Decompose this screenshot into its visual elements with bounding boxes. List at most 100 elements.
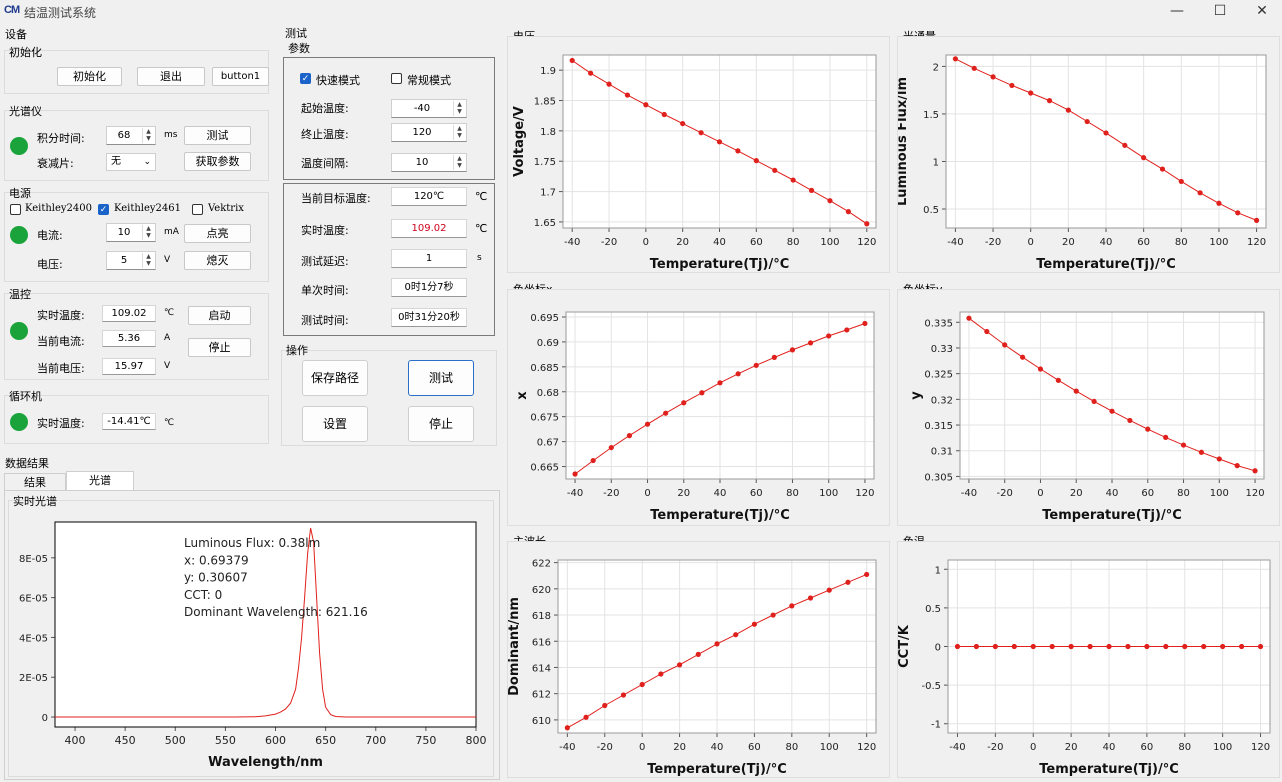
- voltage-spinbox[interactable]: 5 ▲ ▼: [106, 251, 156, 270]
- y-tick-label: 0.31: [931, 447, 953, 458]
- data-point: [753, 158, 759, 164]
- start-test-button[interactable]: 测试: [408, 360, 474, 396]
- domwl-chart: -40 -20 0 20 40 60 80 100 120 610 612 614 616 618 620 6…: [508, 559, 877, 777]
- x-tick-label: 750: [415, 734, 436, 747]
- data-point: [771, 354, 777, 360]
- y-tick-label: 1: [933, 157, 939, 168]
- data-point: [590, 457, 596, 464]
- vektrix-checkbox[interactable]: [192, 204, 203, 215]
- spectrometer-test-button[interactable]: 测试: [184, 126, 251, 145]
- spin-arrows-icon[interactable]: ▲ ▼: [453, 155, 465, 170]
- x-tick-label: 20: [673, 742, 686, 753]
- data-point: [808, 187, 815, 193]
- spin-arrows-icon[interactable]: ▲ ▼: [142, 253, 154, 268]
- plot-border: [557, 559, 877, 734]
- light-on-button[interactable]: 点亮: [184, 224, 251, 243]
- close-button[interactable]: ✕: [1256, 3, 1268, 19]
- spin-arrows-icon[interactable]: ▲ ▼: [142, 225, 154, 240]
- fast-mode-label: 快速模式: [316, 74, 360, 87]
- data-point: [620, 692, 627, 698]
- plot-border: [959, 311, 1265, 480]
- tc-stop-button[interactable]: 停止: [188, 338, 251, 357]
- button1[interactable]: button1: [212, 67, 269, 86]
- voltage-unit: V: [164, 255, 171, 265]
- x-tick-label: 40: [1100, 237, 1113, 248]
- data-point: [1106, 643, 1112, 650]
- voltage-chart: -40 -20 0 20 40 60 80 100 120 1.65 1.7 1.75 1.8 1.85 1…: [512, 54, 877, 272]
- init-button[interactable]: 初始化: [57, 67, 122, 86]
- current-spinbox[interactable]: 10 ▲ ▼: [106, 223, 156, 242]
- x-tick-label: 100: [819, 488, 838, 499]
- total-time-label: 测试时间:: [301, 314, 349, 327]
- exit-button[interactable]: 退出: [137, 67, 205, 86]
- tab-results[interactable]: 结果: [4, 473, 66, 490]
- attenuator-label: 衰减片:: [37, 157, 74, 170]
- integration-time-spinbox[interactable]: 68 ▲ ▼: [106, 126, 156, 145]
- data-point: [772, 167, 778, 173]
- maximize-button[interactable]: ☐: [1213, 3, 1227, 19]
- temp-step-label: 温度间隔:: [301, 157, 349, 170]
- target-temp-label: 当前目标温度:: [301, 192, 371, 205]
- data-point: [1002, 342, 1008, 348]
- x-tick-label: -20: [987, 742, 1003, 753]
- x-tick-label: 400: [65, 734, 86, 747]
- x-tick-label: 120: [1247, 237, 1266, 248]
- data-point: [1125, 643, 1131, 650]
- x-tick-label: 60: [1141, 742, 1154, 753]
- spin-arrows-icon[interactable]: ▲ ▼: [453, 125, 465, 140]
- x-tick-label: 0: [1028, 237, 1034, 248]
- data-point: [680, 120, 686, 127]
- y-tick-label: 0.33: [931, 344, 953, 355]
- data-point: [676, 662, 683, 668]
- y-tick-label: -0.5: [921, 681, 941, 692]
- data-point: [753, 362, 759, 368]
- attenuator-select[interactable]: 无 ⌄: [106, 153, 156, 171]
- x-tick-label: 120: [857, 237, 876, 248]
- settings-button[interactable]: 设置: [302, 406, 368, 442]
- x-tick-label: 80: [1178, 742, 1191, 753]
- data-point: [643, 102, 649, 108]
- tc-voltage-unit: V: [164, 361, 171, 371]
- y-tick-label: 1.75: [534, 157, 556, 168]
- x-tick-label: 120: [1246, 488, 1265, 499]
- temp-step-spinbox[interactable]: 10 ▲ ▼: [391, 153, 467, 172]
- operations-group-title: 操作: [286, 344, 308, 357]
- light-off-button[interactable]: 熄灭: [184, 251, 251, 270]
- x-tick-label: 60: [750, 488, 763, 499]
- y-tick-label: 0.315: [924, 421, 953, 432]
- save-path-button[interactable]: 保存路径: [302, 360, 368, 396]
- circulator-status-led: [10, 413, 28, 431]
- start-temp-spinbox[interactable]: -40 ▲ ▼: [391, 99, 467, 118]
- data-point: [1159, 166, 1166, 172]
- y-tick-label: 2E-05: [19, 673, 48, 684]
- data-point: [845, 209, 851, 215]
- data-point: [1091, 398, 1097, 405]
- stop-test-button[interactable]: 停止: [408, 406, 474, 442]
- y-tick-label: -1: [931, 720, 941, 731]
- tc-real-temp-value: 109.02: [102, 305, 156, 322]
- tc-voltage-value: 15.97: [102, 358, 156, 375]
- normal-mode-checkbox[interactable]: [391, 73, 402, 84]
- spin-arrows-icon[interactable]: ▲ ▼: [142, 128, 154, 143]
- keithley2400-checkbox[interactable]: [10, 204, 21, 215]
- tc-start-button[interactable]: 启动: [188, 306, 251, 325]
- y-tick-label: 0.325: [924, 370, 953, 381]
- y-tick-label: 620: [532, 585, 551, 596]
- fast-mode-checkbox[interactable]: ✓: [300, 73, 311, 84]
- y-tick-label: 1.5: [923, 110, 939, 121]
- data-point: [1084, 118, 1090, 125]
- data-point: [1055, 377, 1061, 383]
- normal-mode-label: 常规模式: [407, 74, 451, 87]
- x-tick-label: -40: [949, 742, 965, 753]
- spectrometer-group-title: 光谱仪: [9, 105, 42, 118]
- x-tick-label: 60: [1137, 237, 1150, 248]
- keithley2461-checkbox[interactable]: ✓: [98, 204, 109, 215]
- minimize-button[interactable]: —: [1170, 3, 1184, 19]
- y-tick-label: 2: [933, 62, 939, 73]
- y-tick-label: 610: [532, 716, 551, 727]
- end-temp-spinbox[interactable]: 120 ▲ ▼: [391, 123, 467, 142]
- spin-arrows-icon[interactable]: ▲ ▼: [453, 101, 465, 116]
- data-point: [864, 571, 870, 578]
- get-params-button[interactable]: 获取参数: [184, 152, 251, 171]
- tab-spectrum[interactable]: 光谱: [66, 471, 134, 490]
